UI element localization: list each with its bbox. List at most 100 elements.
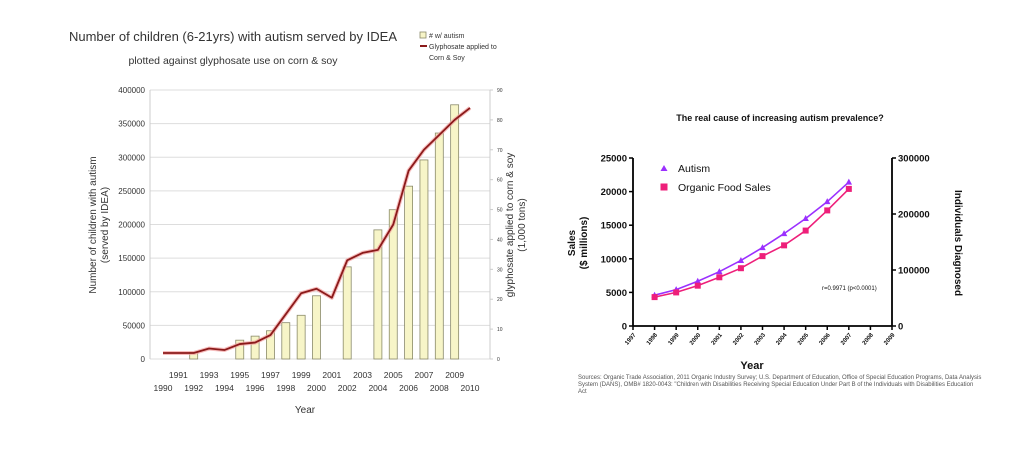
autism-line (654, 181, 850, 296)
legend-bar-swatch (419, 31, 427, 39)
right-x-tick-labels: 1997 1998 1999 2000 2001 2002 2003 2004 2005 2006… (624, 332, 897, 347)
x-tick-label-upper: 2003 (353, 370, 372, 380)
legend-autism-marker (660, 165, 668, 171)
y-tick-label: 200000 (118, 221, 145, 230)
right-y-axis-label-line1: Sales (567, 229, 578, 256)
right-chart-sources: Sources: Organic Trade Association, 2011… (578, 375, 982, 395)
legend-organic-label: Organic Food Sales (678, 182, 771, 194)
bar (281, 322, 291, 360)
x-tick-label: 2000 (689, 332, 703, 347)
x-tick-label-lower: 1990 (154, 383, 173, 393)
x-tick-label-lower: 1998 (276, 383, 295, 393)
bar (373, 229, 383, 360)
x-tick-label-lower: 2010 (461, 383, 480, 393)
organic-marker (781, 242, 788, 249)
autism-marker (780, 230, 788, 237)
autism-marker (759, 244, 766, 251)
x-tick-label-upper: 2007 (414, 370, 433, 380)
y2-tick-label: 50 (497, 208, 503, 214)
organic-marker (716, 274, 723, 281)
legend-organic-marker (660, 183, 668, 191)
x-tick-label-lower: 1994 (215, 383, 234, 393)
x-tick-label: 2003 (754, 332, 768, 347)
bar (250, 335, 260, 360)
y-tick-label: 10000 (601, 254, 627, 265)
left-y-axis-label-line2: (served by IDEA) (100, 187, 111, 263)
x-tick-label-lower: 2008 (430, 383, 449, 393)
y-tick-label: 300000 (118, 153, 145, 162)
autism-marker (845, 178, 853, 185)
y2-tick-label: 90 (497, 88, 503, 94)
autism-marker (694, 277, 701, 284)
y-tick-label: 15000 (601, 221, 627, 232)
left-y-tick-labels: 0 50000 100000 150000 200000 250000 300000 3500… (118, 86, 145, 364)
x-tick-label-lower: 1996 (246, 383, 265, 393)
y2-tick-label: 80 (497, 118, 503, 124)
left-glyphosate-line (163, 106, 472, 356)
bar (450, 104, 460, 360)
right-annotation: r=0.9971 (p<0.0001) (822, 286, 877, 292)
y2-tick-label: 200000 (898, 210, 930, 221)
right-chart-title: The real cause of increasing autism prev… (676, 113, 884, 123)
x-tick-label: 2006 (819, 332, 833, 347)
x-tick-label-lower: 2004 (368, 383, 387, 393)
right-y2-axis-label: Individuals Diagnosed (952, 190, 963, 296)
bar (419, 159, 429, 360)
left-y2-tick-labels: 0 10 20 30 40 50 60 70 80 90 (497, 88, 503, 363)
autism-marker (716, 268, 723, 275)
x-tick-label-lower: 2000 (307, 383, 326, 393)
right-y-axis-label: Sales ($ millions) (567, 217, 590, 270)
x-tick-label: 2008 (862, 332, 876, 347)
y2-tick-label: 100000 (898, 266, 930, 277)
left-chart-title: Number of children (6-21yrs) with autism… (69, 29, 397, 44)
organic-marker (824, 207, 831, 214)
bar (342, 266, 352, 360)
legend-line-label-1: Glyphosate applied to (429, 44, 497, 51)
y-tick-label: 50000 (123, 321, 146, 330)
y2-tick-label: 30 (497, 267, 503, 273)
organic-marker (802, 227, 809, 234)
x-tick-label: 2002 (732, 332, 746, 347)
bar (312, 295, 321, 360)
bar (434, 132, 444, 360)
x-tick-label-lower: 2006 (399, 383, 418, 393)
y2-tick-label: 20 (497, 297, 503, 303)
organic-line (654, 188, 850, 298)
x-tick-label: 1998 (646, 332, 660, 347)
y2-tick-label: 70 (497, 148, 503, 154)
y-tick-label: 0 (622, 322, 627, 333)
autism-marker (824, 198, 831, 205)
glyphosate-line (163, 107, 471, 354)
autism-marker (737, 256, 745, 263)
organic-marker (651, 294, 658, 301)
y-tick-label: 250000 (118, 187, 145, 196)
left-y2-axis-label-line2: (1,000 tons) (517, 198, 528, 251)
y-tick-label: 150000 (118, 254, 145, 263)
x-tick-label: 1999 (668, 332, 682, 347)
right-legend: Autism Organic Food Sales (660, 163, 771, 194)
organic-marker (759, 253, 766, 260)
x-tick-label-upper: 1993 (200, 370, 219, 380)
y-tick-label: 400000 (118, 86, 145, 95)
y-tick-label: 5000 (606, 288, 627, 299)
organic-marker (673, 289, 680, 296)
x-tick-label-upper: 2009 (445, 370, 464, 380)
x-tick-label-upper: 1999 (292, 370, 311, 380)
x-tick-label: 1997 (624, 332, 638, 347)
left-x-tick-labels: 1991 1993 1995 1997 1999 2001 2003 2005 2007 2009… (154, 370, 480, 393)
x-tick-label: 2007 (840, 332, 854, 347)
x-tick-label: 2009 (883, 332, 897, 347)
left-chart-subtitle: plotted against glyphosate use on corn &… (129, 55, 339, 67)
right-chart: The real cause of increasing autism prev… (567, 113, 963, 372)
legend-autism-label: Autism (678, 163, 710, 175)
y2-tick-label: 10 (497, 327, 503, 333)
x-tick-label: 2001 (711, 332, 725, 347)
y-tick-label: 100000 (118, 288, 145, 297)
right-y2-tick-labels: 0 100000 200000 300000 (898, 154, 930, 333)
x-tick-label-lower: 1992 (184, 383, 203, 393)
y2-tick-label: 300000 (898, 154, 930, 165)
legend-bar-label: # w/ autism (429, 33, 465, 40)
left-chart: Number of children (6-21yrs) with autism… (69, 29, 528, 416)
organic-marker (737, 265, 744, 272)
